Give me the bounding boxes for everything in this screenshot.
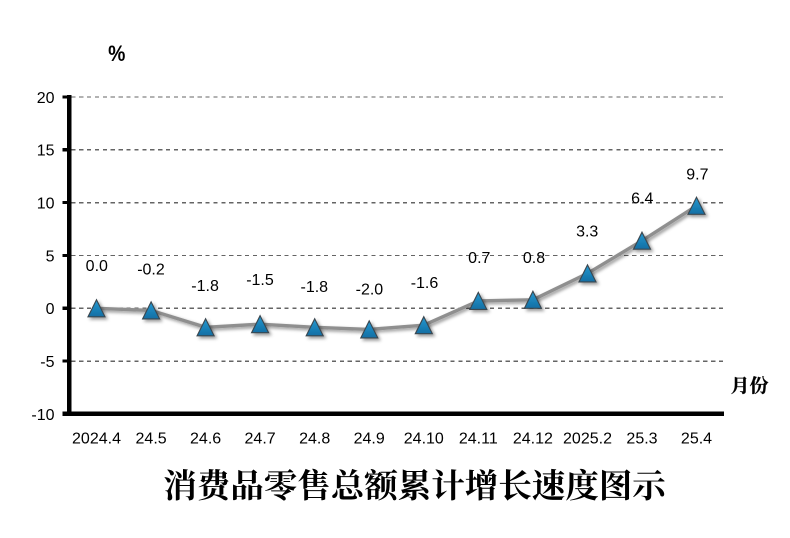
svg-text:0.0: 0.0 xyxy=(86,258,108,275)
svg-text:3.3: 3.3 xyxy=(576,224,598,241)
svg-text:24.11: 24.11 xyxy=(459,431,498,448)
svg-text:10: 10 xyxy=(37,195,55,212)
svg-text:6.4: 6.4 xyxy=(631,191,653,208)
svg-text:24.10: 24.10 xyxy=(404,431,444,448)
svg-text:15: 15 xyxy=(37,143,55,160)
svg-text:-10: -10 xyxy=(31,407,54,424)
svg-text:2024.4: 2024.4 xyxy=(72,431,121,448)
svg-text:0.7: 0.7 xyxy=(468,250,490,267)
svg-text:24.6: 24.6 xyxy=(190,431,221,448)
svg-text:24.12: 24.12 xyxy=(513,431,553,448)
svg-text:-1.8: -1.8 xyxy=(191,278,219,295)
svg-text:20: 20 xyxy=(37,90,55,107)
svg-text:-1.5: -1.5 xyxy=(246,272,274,289)
svg-text:-0.2: -0.2 xyxy=(137,262,165,279)
svg-text:-2.0: -2.0 xyxy=(356,281,384,298)
svg-text:-5: -5 xyxy=(40,354,54,371)
svg-text:24.9: 24.9 xyxy=(354,431,385,448)
svg-text:24.7: 24.7 xyxy=(245,431,276,448)
svg-text:%: % xyxy=(108,42,126,67)
svg-text:24.5: 24.5 xyxy=(136,431,167,448)
svg-text:-1.8: -1.8 xyxy=(301,279,329,296)
svg-text:24.8: 24.8 xyxy=(299,431,330,448)
svg-text:25.4: 25.4 xyxy=(681,431,712,448)
svg-text:2025.2: 2025.2 xyxy=(563,431,612,448)
svg-text:0.8: 0.8 xyxy=(523,250,545,267)
svg-text:0: 0 xyxy=(46,301,55,318)
svg-text:9.7: 9.7 xyxy=(686,167,708,184)
svg-text:25.3: 25.3 xyxy=(626,431,657,448)
svg-text:5: 5 xyxy=(46,248,55,265)
svg-text:-1.6: -1.6 xyxy=(411,275,439,292)
